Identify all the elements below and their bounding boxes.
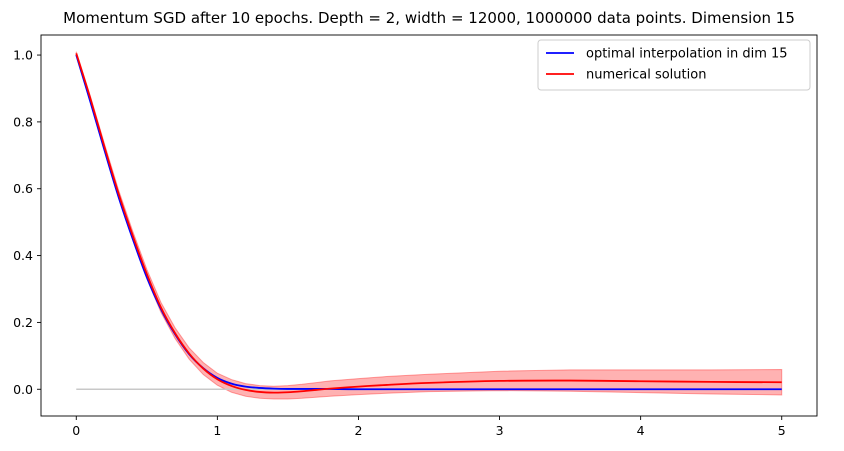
x-tick-label: 4 [637,423,645,438]
y-tick-label: 1.0 [13,48,33,63]
y-tick-label: 0.8 [13,114,33,129]
legend: optimal interpolation in dim 15 numerical… [537,39,811,91]
axes-frame [40,34,818,417]
y-tick-label: 0.2 [13,315,33,330]
legend-box [537,39,811,91]
y-tick-label: 0.6 [13,181,33,196]
x-tick-label: 0 [72,423,80,438]
legend-label-1: numerical solution [586,68,706,83]
x-tick-label: 5 [778,423,786,438]
plot-area [75,51,783,400]
x-tick-label: 2 [354,423,362,438]
x-tick-label: 1 [213,423,221,438]
x-tick-label: 3 [496,423,504,438]
series-line-0 [75,54,782,391]
legend-label-0: optimal interpolation in dim 15 [586,47,788,62]
y-tick-label: 0.0 [13,382,33,397]
chart-title: Momentum SGD after 10 epochs. Depth = 2,… [63,9,795,27]
confidence-band [75,51,783,400]
y-tick-label: 0.4 [13,248,33,263]
series-line-1 [75,53,782,394]
axes: 0 1 2 3 4 5 0.0 0.2 0.4 0.6 0.8 1.0 [13,34,818,438]
